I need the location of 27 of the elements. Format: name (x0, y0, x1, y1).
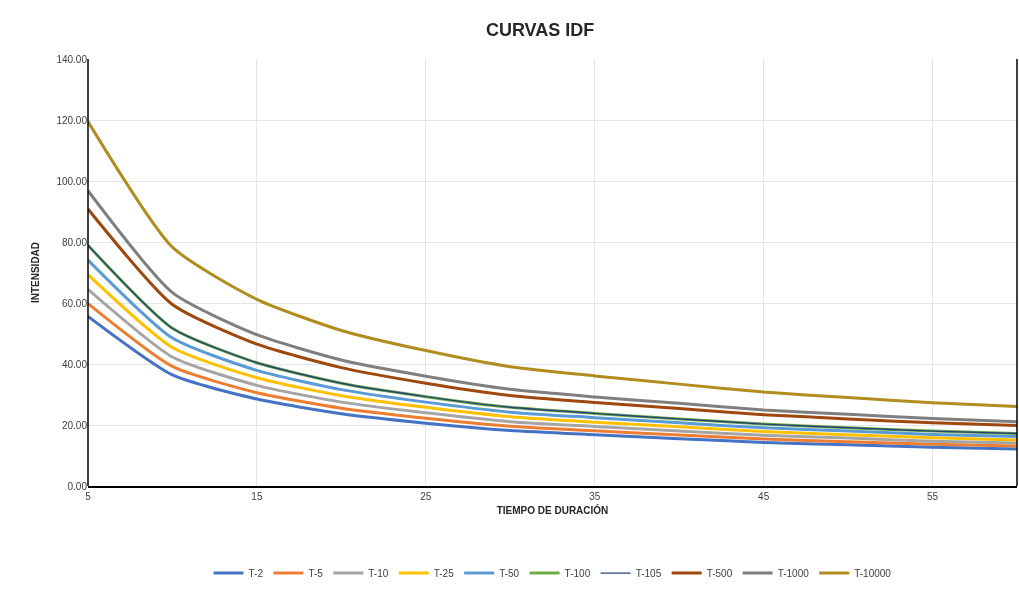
x-tick-label: 45 (758, 490, 770, 502)
y-tick-label: 20.00 (61, 419, 88, 431)
y-tick-label: 40.00 (61, 358, 88, 370)
y-tick-label: 100.00 (56, 175, 88, 187)
x-tick-label: 5 (85, 490, 92, 502)
y-tick-label: 120.00 (56, 114, 88, 126)
x-tick-label: 15 (251, 490, 263, 502)
x-tick-label: 55 (926, 490, 939, 502)
legend-label: T-25 (433, 567, 455, 579)
legend-label: T-1000 (777, 567, 810, 579)
legend-label: T-500 (706, 567, 733, 579)
x-tick-label: 35 (589, 490, 601, 502)
legend-label: T-10000 (854, 567, 892, 579)
chart-title: CURVAS IDF (485, 20, 595, 41)
x-axis-title: TIEMPO DE DURACIÓN (496, 503, 609, 516)
y-tick-label: 0.00 (67, 480, 88, 492)
y-tick-label: 80.00 (61, 236, 88, 248)
legend-label: T-2 (248, 567, 264, 579)
y-tick-label: 60.00 (61, 297, 88, 309)
legend-label: T-10 (368, 567, 389, 579)
legend-label: T-100 (564, 567, 591, 579)
y-axis-title: INTENSIDAD (30, 241, 42, 304)
legend-label: T-105 (635, 567, 662, 579)
y-tick-label: 140.00 (56, 53, 88, 65)
legend-label: T-50 (499, 567, 520, 579)
x-tick-label: 25 (420, 490, 432, 502)
legend-label: T-5 (308, 567, 324, 579)
